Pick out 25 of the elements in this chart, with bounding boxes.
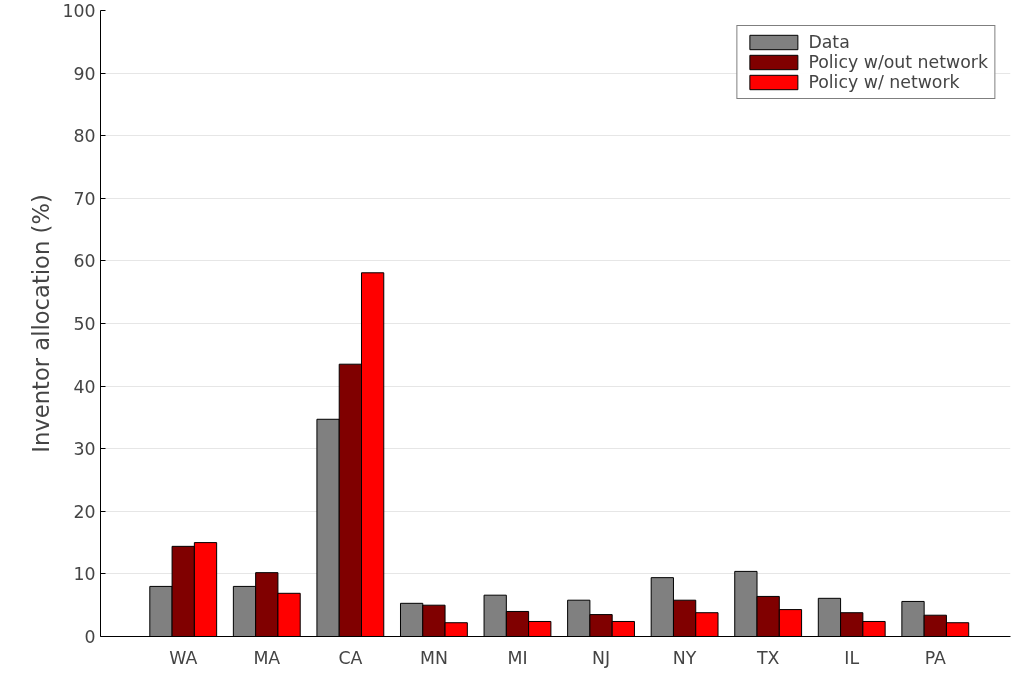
x-tick-label: MI: [507, 647, 528, 668]
y-axis-title: Inventor allocation (%): [28, 194, 55, 453]
x-tick-label: PA: [924, 647, 947, 668]
y-tick-label: 60: [73, 251, 96, 272]
y-tick-label: 0: [84, 627, 96, 647]
legend-label: Data: [808, 32, 850, 52]
x-tick-label: MA: [253, 647, 281, 668]
y-tick-label: 40: [73, 376, 96, 397]
y-tick-label: 50: [73, 314, 96, 334]
x-tick-label: CA: [338, 647, 363, 668]
y-tick-label: 90: [73, 63, 96, 84]
legend-label: Policy w/out network: [808, 52, 988, 72]
x-tick-label: MN: [419, 647, 448, 668]
y-tick-label: 80: [73, 126, 96, 147]
y-tick-label: 10: [73, 564, 96, 585]
x-tick-label: TX: [755, 647, 780, 668]
x-tick-label: WA: [169, 647, 198, 668]
legend-label: Policy w/ network: [808, 72, 960, 92]
x-tick-label: IL: [844, 647, 860, 668]
y-tick-label: 70: [73, 188, 96, 209]
x-tick-label: NJ: [592, 647, 611, 668]
x-tick-label: NY: [672, 647, 697, 668]
y-tick-label: 100: [62, 1, 96, 21]
y-tick-label: 30: [73, 439, 96, 460]
y-tick-label: 20: [73, 501, 96, 522]
